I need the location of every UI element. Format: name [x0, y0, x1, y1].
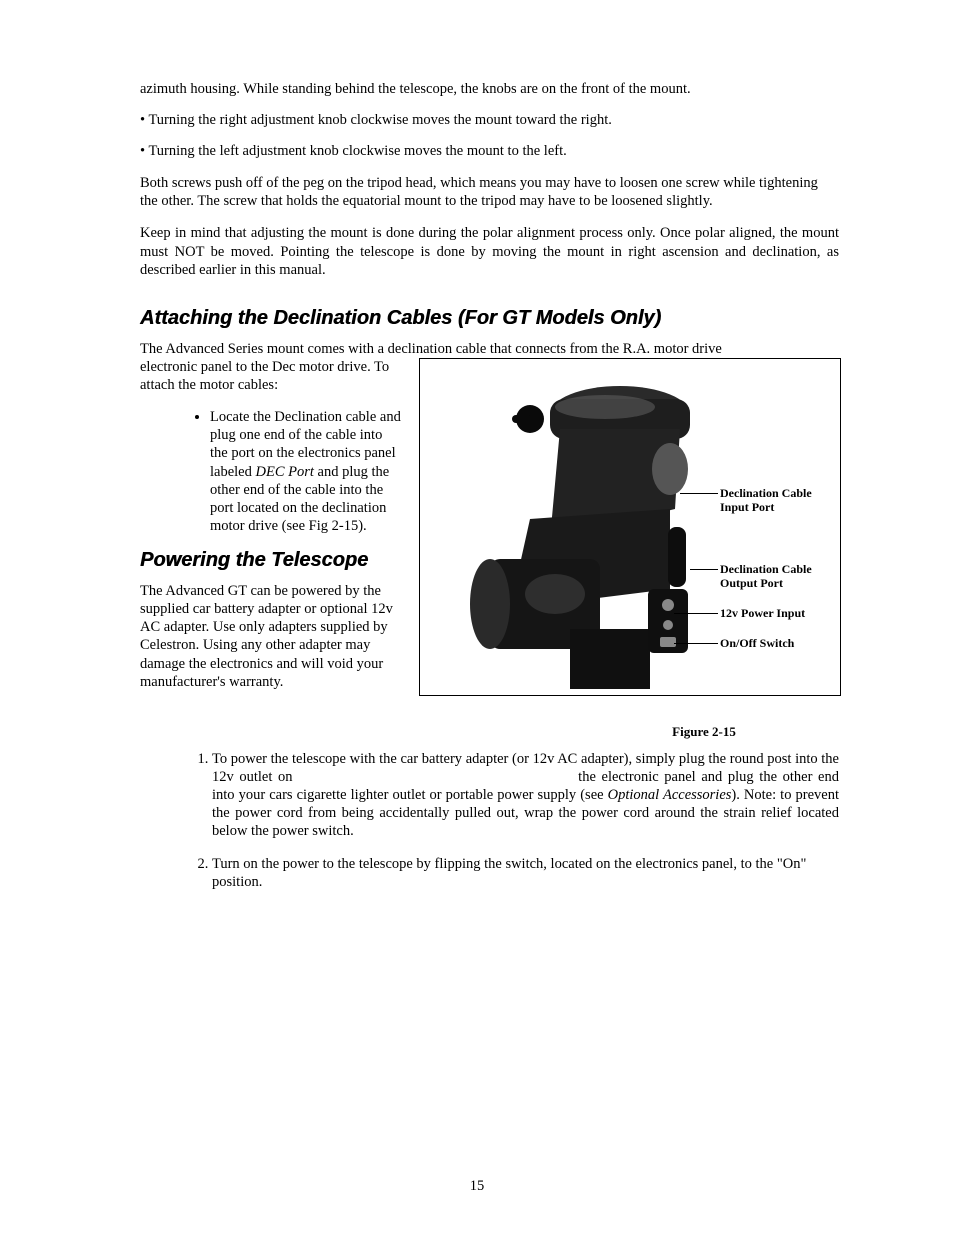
powering-step-1: To power the telescope with the car batt…: [212, 750, 839, 841]
label-12v-power: 12v Power Input: [720, 607, 805, 621]
optional-accessories-term: Optional Accessories: [608, 787, 732, 803]
section1-paragraph-1a: The Advanced Series mount comes with a d…: [140, 340, 839, 358]
powering-steps-list: To power the telescope with the car batt…: [190, 750, 839, 891]
figure-box: Declination CableInput Port Declination …: [419, 358, 839, 740]
section2-paragraph-1: The Advanced GT can be powered by the su…: [140, 582, 401, 691]
heading-declination-cables: Attaching the Declination Cables (For GT…: [140, 307, 839, 330]
two-column-wrap: electronic panel to the Dec motor drive.…: [140, 358, 839, 740]
label-dec-output: Declination CableOutput Port: [720, 563, 812, 591]
lead-dec-out: [690, 569, 718, 570]
label-on-off: On/Off Switch: [720, 637, 794, 651]
intro-paragraph-1: azimuth housing. While standing behind t…: [140, 80, 839, 98]
page: azimuth housing. While standing behind t…: [0, 0, 954, 1235]
figure-caption: Figure 2-15: [569, 724, 839, 740]
left-column: electronic panel to the Dec motor drive.…: [140, 358, 401, 705]
figure-frame: Declination CableInput Port Declination …: [419, 358, 841, 696]
intro-paragraph-3: Keep in mind that adjusting the mount is…: [140, 224, 839, 278]
lead-power: [674, 613, 718, 614]
intro-paragraph-2: Both screws push off of the peg on the t…: [140, 174, 839, 210]
declination-step-1: Locate the Declination cable and plug on…: [210, 408, 401, 535]
heading-powering: Powering the Telescope: [140, 549, 401, 572]
declination-steps-list: Locate the Declination cable and plug on…: [210, 408, 401, 535]
lead-switch: [674, 643, 718, 644]
bullet-right-knob: • Turning the right adjustment knob cloc…: [140, 112, 839, 129]
page-number: 15: [0, 1178, 954, 1195]
powering-step-2: Turn on the power to the telescope by fl…: [212, 855, 839, 891]
label-dec-input: Declination CableInput Port: [720, 487, 812, 515]
lead-dec-in: [680, 493, 718, 494]
bullet-left-knob: • Turning the left adjustment knob clock…: [140, 143, 839, 160]
section1-paragraph-1b: electronic panel to the Dec motor drive.…: [140, 358, 401, 394]
dec-port-term: DEC Port: [256, 464, 314, 480]
